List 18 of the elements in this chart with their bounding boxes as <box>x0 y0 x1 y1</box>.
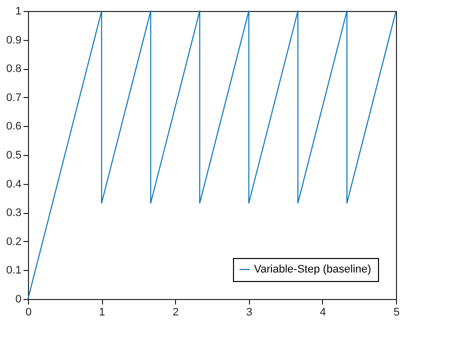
y-tick-label: 1 <box>15 6 22 18</box>
x-tick-label: 1 <box>99 306 106 318</box>
x-tick-label: 5 <box>393 306 400 318</box>
y-tick-label: 0.8 <box>6 63 22 76</box>
y-tick-label: 0.3 <box>6 207 22 220</box>
x-tick-label: 0 <box>25 306 32 318</box>
y-tick-label: 0.7 <box>6 92 22 104</box>
y-tick-label: 0.2 <box>6 236 22 248</box>
y-tick-label: 0.4 <box>6 178 22 190</box>
x-tick-label: 3 <box>246 306 252 318</box>
x-tick-label: 4 <box>320 306 326 318</box>
y-tick-label: 0.5 <box>6 150 22 162</box>
y-tick-label: 0.1 <box>6 264 22 277</box>
y-tick-label: 0.6 <box>6 120 22 133</box>
y-tick-label: 0 <box>15 294 22 306</box>
y-tick-label: 0.9 <box>6 34 22 46</box>
x-tick-label: 2 <box>172 306 179 318</box>
legend-label: Variable-Step (baseline) <box>254 264 372 276</box>
